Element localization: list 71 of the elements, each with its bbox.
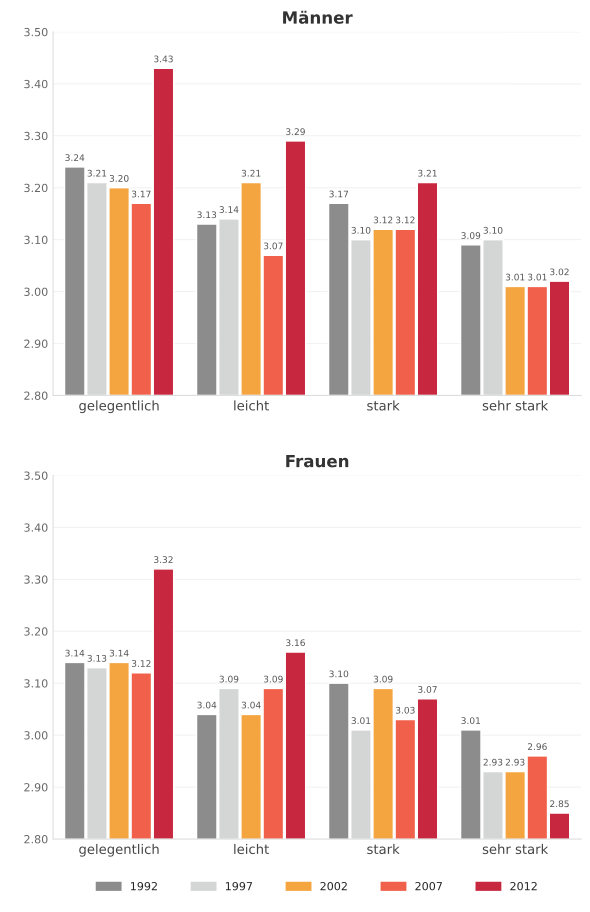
data-label: 3.14 xyxy=(110,650,129,657)
data-label: 2.85 xyxy=(550,800,569,808)
data-label: 3.17 xyxy=(329,190,348,198)
legend-label: 1992 xyxy=(130,882,157,890)
x-tick-label: gelegentlich xyxy=(79,844,159,857)
y-tick-label: 3.20 xyxy=(24,627,48,636)
legend-label: 2002 xyxy=(320,882,347,890)
data-label: 3.10 xyxy=(329,670,348,678)
data-label: 3.09 xyxy=(264,676,283,683)
x-tick-label: gelegentlich xyxy=(79,400,159,414)
data-label: 3.21 xyxy=(418,170,437,177)
data-label: 3.13 xyxy=(88,654,106,662)
data-label: 3.10 xyxy=(352,226,370,234)
data-label: 3.04 xyxy=(197,702,216,708)
data-label: 2.93 xyxy=(506,758,524,766)
y-tick-label: 3.50 xyxy=(24,471,48,480)
data-label: 3.32 xyxy=(154,556,173,564)
legend-label: 1997 xyxy=(226,882,252,890)
data-label: 3.16 xyxy=(286,639,305,646)
data-label: 3.02 xyxy=(550,268,569,276)
data-label: 3.04 xyxy=(242,702,261,708)
x-tick-label: stark xyxy=(367,844,400,854)
y-tick-label: 3.50 xyxy=(24,28,48,36)
y-tick-label: 3.20 xyxy=(24,184,48,192)
data-label: 3.24 xyxy=(65,154,84,162)
y-tick-label: 3.30 xyxy=(24,575,48,584)
data-label: 3.12 xyxy=(374,216,392,224)
y-tick-label: 2.90 xyxy=(24,783,48,792)
data-label: 3.01 xyxy=(528,274,547,280)
data-label: 3.43 xyxy=(154,56,173,62)
y-tick-label: 2.90 xyxy=(24,340,48,348)
y-tick-label: 3.40 xyxy=(24,523,48,532)
data-label: 3.09 xyxy=(220,676,238,683)
data-label: 3.01 xyxy=(461,717,480,724)
y-tick-label: 3.00 xyxy=(24,731,48,740)
x-tick-label: sehr stark xyxy=(482,400,548,411)
x-tick-label: stark xyxy=(367,400,400,411)
data-label: 3.03 xyxy=(396,706,415,714)
legend-label: 2007 xyxy=(415,882,442,890)
y-tick-label: 3.40 xyxy=(24,80,48,88)
data-label: 3.01 xyxy=(352,717,370,724)
data-label: 3.14 xyxy=(220,206,238,213)
y-tick-label: 3.10 xyxy=(24,679,48,688)
data-label: 3.14 xyxy=(65,650,84,657)
data-label: 3.29 xyxy=(286,128,305,136)
x-tick-label: sehr stark xyxy=(482,844,548,854)
data-label: 3.13 xyxy=(197,211,216,218)
y-tick-label: 3.10 xyxy=(24,236,48,244)
data-label: 3.20 xyxy=(110,174,129,182)
chart-title: Frauen xyxy=(286,454,348,468)
data-label: 3.01 xyxy=(506,274,524,280)
x-tick-label: leicht xyxy=(234,400,269,411)
data-label: 3.12 xyxy=(132,660,150,667)
data-label: 3.07 xyxy=(264,242,283,250)
data-label: 3.12 xyxy=(396,216,414,224)
y-tick-label: 2.80 xyxy=(24,835,48,844)
chart-title: Männer xyxy=(283,10,353,24)
data-label: 3.07 xyxy=(418,686,437,693)
data-label: 3.10 xyxy=(484,226,502,234)
data-label: 3.17 xyxy=(132,190,151,198)
data-label: 3.21 xyxy=(242,170,260,177)
x-tick-label: leicht xyxy=(234,844,269,854)
y-tick-label: 3.30 xyxy=(24,132,48,140)
data-label: 3.09 xyxy=(461,232,480,239)
data-label: 2.96 xyxy=(528,743,547,750)
data-label: 3.21 xyxy=(88,170,106,177)
y-tick-label: 3.00 xyxy=(24,288,48,296)
legend-label: 2012 xyxy=(510,882,537,890)
data-label: 2.93 xyxy=(484,758,502,766)
y-tick-label: 2.80 xyxy=(24,391,48,400)
data-label: 3.09 xyxy=(374,676,393,683)
